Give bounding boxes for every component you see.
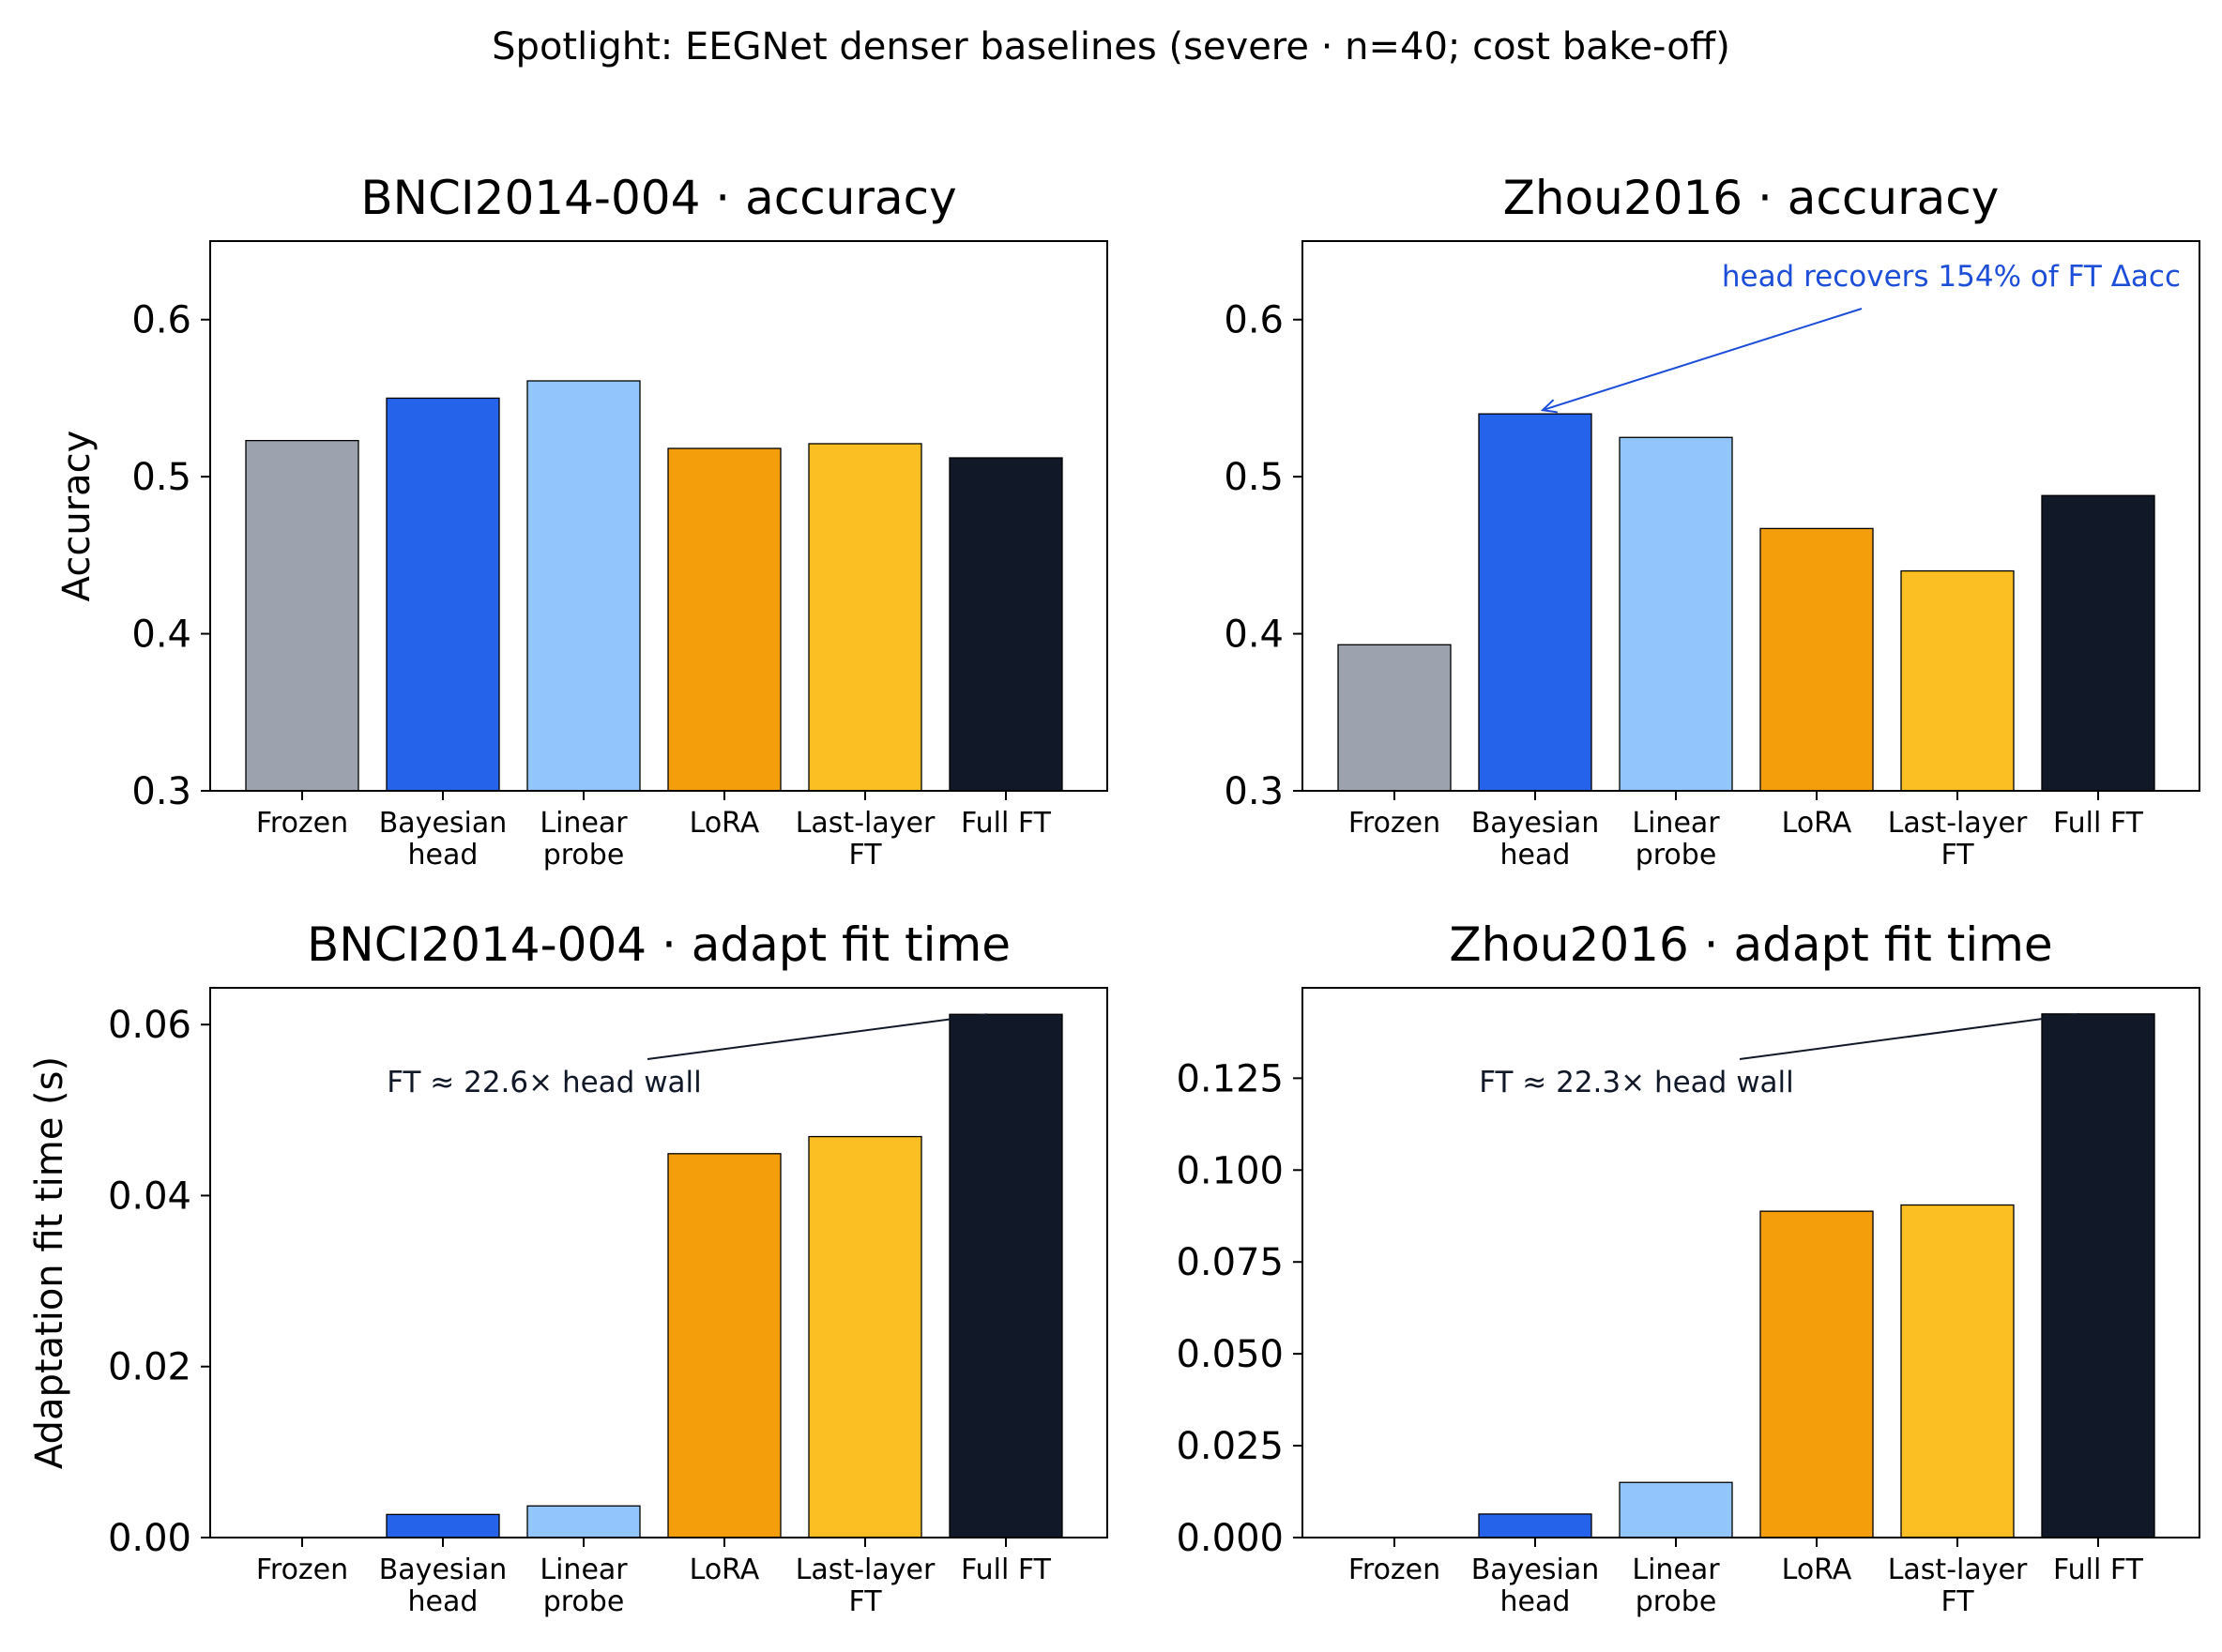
y-tick-label: 0.4 [131, 614, 191, 657]
y-tick-label: 0.3 [131, 770, 191, 813]
y-tick-label: 0.04 [108, 1175, 191, 1218]
bar-linear-probe [1619, 436, 1733, 792]
x-tick-label: Bayesian head [379, 807, 508, 871]
bar-bayesian-head [1478, 1513, 1592, 1538]
x-tick-label: Linear probe [1632, 1553, 1720, 1618]
x-tick-label: Last-layer FT [796, 1553, 936, 1618]
bar-linear-probe [1619, 1481, 1733, 1538]
annotation-text: head recovers 154% of FT Δacc [1722, 260, 2181, 294]
bar-bayesian-head [386, 397, 500, 792]
y-tick-label: 0.050 [1176, 1333, 1284, 1376]
bar-full-ft [949, 457, 1063, 792]
x-tick-label: LoRA [1782, 807, 1852, 840]
figure-suptitle: Spotlight: EEGNet denser baselines (seve… [492, 25, 1730, 68]
axes-frame [209, 240, 1108, 792]
x-tick-label: Linear probe [540, 807, 628, 871]
y-tick-label: 0.6 [1224, 299, 1284, 342]
annotation-text: FT ≈ 22.3× head wall [1479, 1066, 1794, 1099]
annotation-text: FT ≈ 22.6× head wall [387, 1066, 702, 1099]
bar-bayesian-head [1478, 413, 1592, 792]
annotation-arrow [1542, 308, 1863, 412]
x-tick-label: LoRA [1782, 1553, 1852, 1586]
annotation-arrowhead [1540, 399, 1558, 414]
y-tick-label: 0.075 [1176, 1241, 1284, 1284]
bar-full-ft [2041, 1013, 2155, 1538]
bar-last-layer-ft [808, 443, 922, 792]
x-tick-label: Linear probe [1632, 807, 1720, 871]
x-tick-label: Full FT [961, 807, 1052, 840]
y-tick-label: 0.6 [131, 299, 191, 342]
y-tick-label: 0.06 [108, 1004, 191, 1047]
y-axis-label: Adaptation fit time (s) [28, 1056, 71, 1469]
bar-last-layer-ft [808, 1135, 922, 1538]
x-tick-label: Bayesian head [1471, 807, 1600, 871]
x-tick-label: Full FT [961, 1553, 1052, 1586]
y-tick-label: 0.4 [1224, 614, 1284, 657]
y-tick-label: 0.125 [1176, 1057, 1284, 1100]
y-tick-label: 0.3 [1224, 770, 1284, 813]
bar-lora [667, 1153, 782, 1538]
bar-frozen [245, 439, 359, 792]
x-tick-label: Bayesian head [379, 1553, 508, 1618]
x-tick-label: LoRA [690, 1553, 760, 1586]
x-tick-label: Last-layer FT [796, 807, 936, 871]
x-tick-label: Bayesian head [1471, 1553, 1600, 1618]
x-tick-label: Full FT [2053, 807, 2144, 840]
panel-title: Zhou2016 · accuracy [1503, 171, 2000, 225]
x-tick-label: Frozen [256, 1553, 348, 1586]
bar-bayesian-head [386, 1513, 500, 1538]
annotation-leader [647, 1013, 988, 1060]
x-tick-label: Frozen [256, 807, 348, 840]
x-tick-label: Last-layer FT [1888, 1553, 2028, 1618]
x-tick-label: Linear probe [540, 1553, 628, 1618]
y-tick-label: 0.000 [1176, 1517, 1284, 1560]
bar-full-ft [949, 1013, 1063, 1538]
axes-frame [1301, 240, 2200, 792]
bar-lora [667, 447, 782, 792]
bar-lora [1759, 527, 1874, 792]
y-tick-label: 0.02 [108, 1346, 191, 1389]
y-tick-label: 0.100 [1176, 1149, 1284, 1192]
y-axis-label: Accuracy [55, 431, 99, 602]
panel-title: BNCI2014-004 · accuracy [360, 171, 956, 225]
x-tick-label: Full FT [2053, 1553, 2144, 1586]
chart-panel-1: BNCI2014-004 · accuracy 0.3 0.4 0.5 0.6 Froze… [55, 171, 1108, 871]
bar-full-ft [2041, 494, 2155, 792]
bar-lora [1759, 1210, 1874, 1538]
chart-panel-4: Zhou2016 · adapt fit time 0.000 0.025 0.050… [1176, 917, 2200, 1618]
x-tick-label: LoRA [690, 807, 760, 840]
x-tick-label: Last-layer FT [1888, 807, 2028, 871]
y-tick-label: 0.5 [1224, 456, 1284, 499]
y-tick-label: 0.00 [108, 1517, 191, 1560]
bar-last-layer-ft [1900, 1204, 2015, 1538]
bar-linear-probe [526, 380, 641, 792]
bar-frozen [1337, 644, 1452, 792]
chart-panel-3: BNCI2014-004 · adapt fit time 0.00 0.02 0.0… [28, 917, 1108, 1618]
x-tick-label: Frozen [1348, 1553, 1440, 1586]
axes-frame [209, 987, 1108, 1538]
panel-title: Zhou2016 · adapt fit time [1449, 917, 2052, 972]
chart-panels: BNCI2014-004 · accuracy 0.3 0.4 0.5 0.6 Froze… [28, 171, 2200, 1618]
annotation-leader [1739, 1012, 2080, 1060]
chart-panel-2: Zhou2016 · accuracy 0.3 0.4 0.5 0.6 Frozen Bay… [1224, 171, 2200, 871]
panel-title: BNCI2014-004 · adapt fit time [307, 917, 1011, 972]
y-tick-label: 0.5 [131, 456, 191, 499]
bar-last-layer-ft [1900, 569, 2015, 792]
bar-linear-probe [526, 1505, 641, 1538]
x-tick-label: Frozen [1348, 807, 1440, 840]
y-tick-label: 0.025 [1176, 1425, 1284, 1468]
